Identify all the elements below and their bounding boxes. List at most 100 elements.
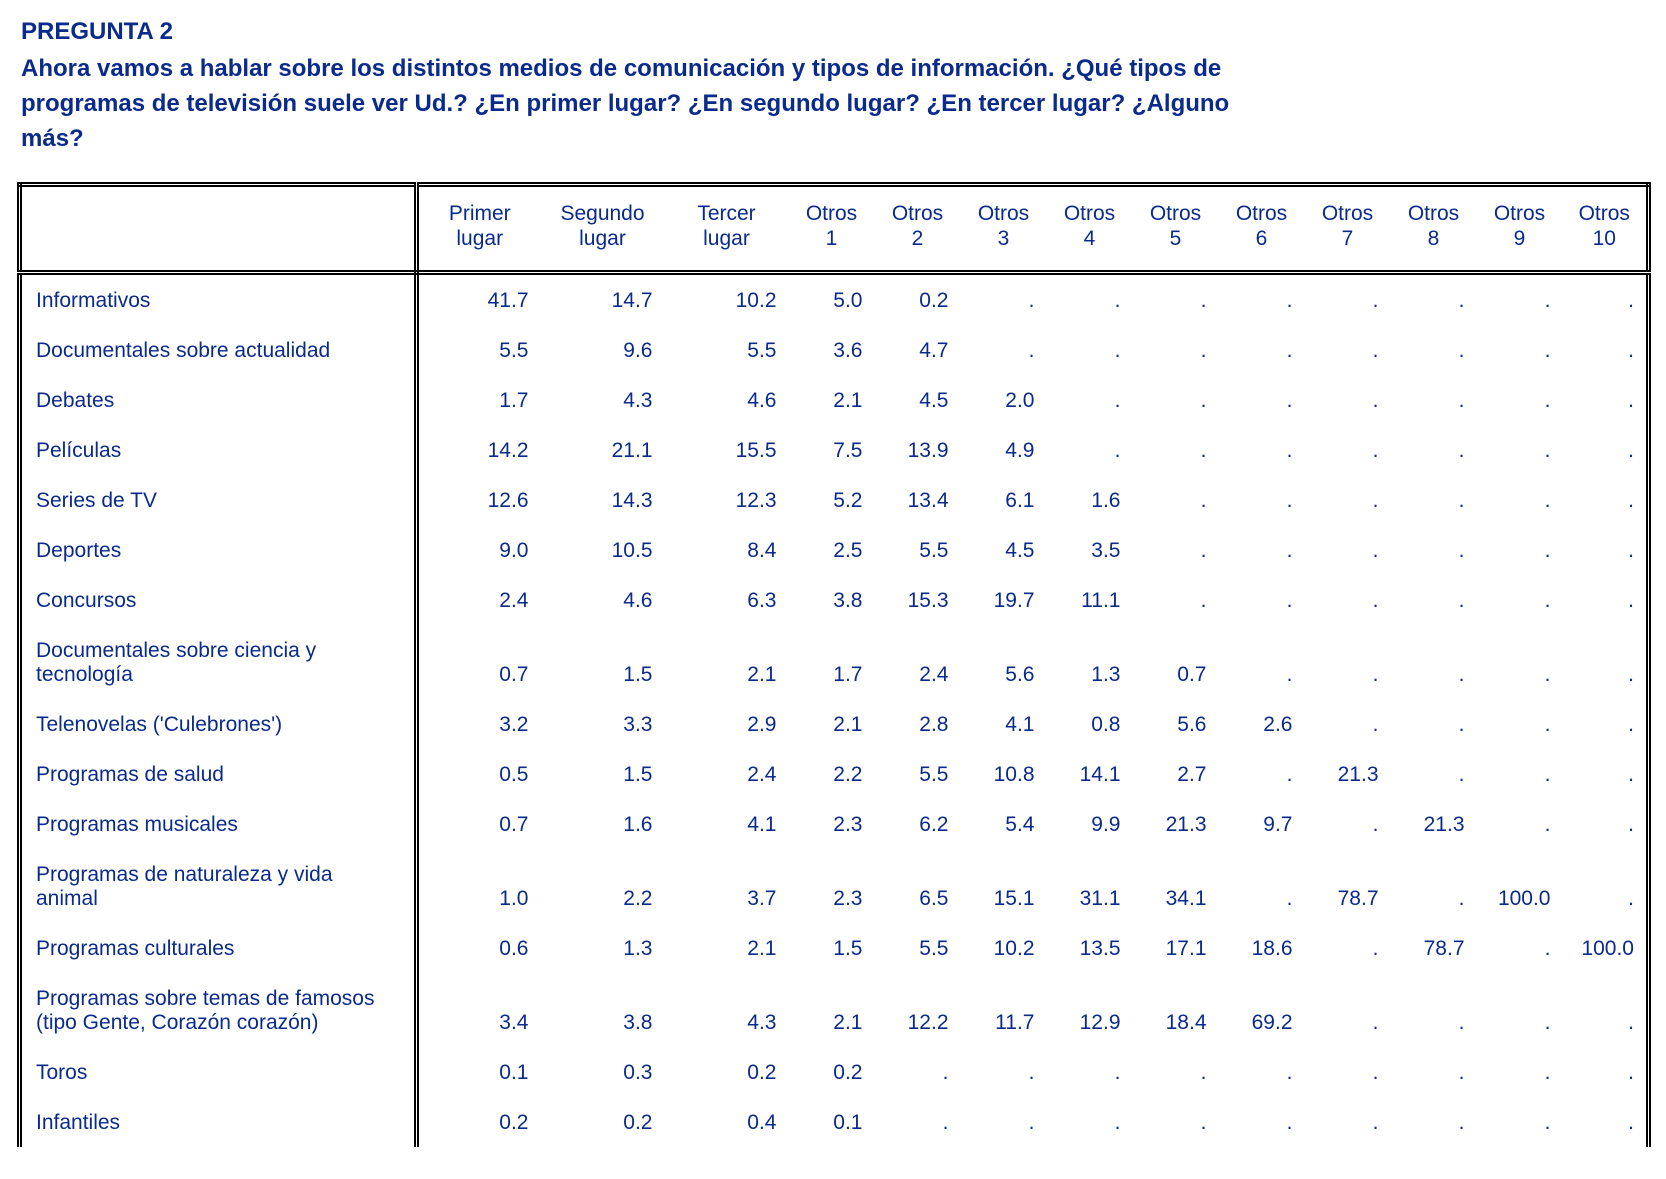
cell-value: .	[1544, 1111, 1551, 1134]
cell-value: .	[1200, 1061, 1207, 1084]
cell-value: .	[1628, 713, 1634, 736]
cell-value: 17.1	[1165, 937, 1207, 960]
column-header-line: Otros	[1407, 201, 1460, 225]
cell-value: 2.0	[1005, 389, 1035, 412]
cell-value: .	[942, 1111, 949, 1134]
column-header-line: Segundo	[560, 201, 645, 225]
cell-value: 0.2	[747, 1061, 777, 1084]
cell-value: .	[1200, 589, 1207, 612]
row-label: Concursos	[19, 575, 419, 625]
cell-value: .	[1200, 289, 1207, 312]
column-header-line: 9	[1513, 226, 1526, 250]
table-row: Programas culturales 0.6 1.3 2.1 1.5 5.5 10.2 1…	[19, 923, 1649, 973]
cell-value: 0.2	[623, 1111, 653, 1134]
cell-value: 3.8	[833, 589, 863, 612]
column-header-line: Otros	[805, 201, 858, 225]
column-header: Primer lugar	[416, 184, 541, 275]
column-header-line: 5	[1169, 226, 1182, 250]
cell-value: 12.2	[907, 1011, 949, 1034]
cell-value: 2.7	[1177, 763, 1207, 786]
column-header-line: lugar	[579, 226, 626, 250]
cell-value: .	[1372, 1061, 1379, 1084]
cell-value: .	[1544, 489, 1551, 512]
cell-value: 3.2	[499, 713, 529, 736]
cell-value: 0.6	[499, 937, 529, 960]
cell-value: .	[942, 1061, 949, 1084]
table-row: Documentales sobre ciencia y tecnología 0…	[19, 625, 1649, 699]
cell-value: 8.4	[747, 539, 777, 562]
cell-value: 2.1	[833, 389, 863, 412]
cell-value: .	[1628, 763, 1634, 786]
cell-value: .	[1028, 289, 1035, 312]
cell-value: 4.5	[919, 389, 949, 412]
cell-value: 5.5	[919, 539, 949, 562]
row-label: Toros	[19, 1047, 419, 1097]
question: Ahora vamos a hablar sobre los distintos…	[21, 55, 1230, 152]
corner-cell	[19, 184, 419, 275]
table-row: Series de TV 12.6 14.3 12.3 5.2 13.4 6.1 1.6...…	[19, 475, 1649, 525]
cell-value: .	[1544, 389, 1551, 412]
table-row: Toros 0.1 0.3 0.2 0.2.........	[19, 1047, 1649, 1097]
row-label: Series de TV	[19, 475, 419, 525]
cell-value: .	[1628, 887, 1634, 910]
column-header: Otros 10	[1562, 184, 1649, 275]
table-row: Deportes 9.0 10.5 8.4 2.5 5.5 4.5 3.5......	[19, 525, 1649, 575]
column-header: Otros 9	[1476, 184, 1563, 275]
cell-value: 11.1	[1081, 589, 1121, 612]
cell-value: .	[1544, 589, 1551, 612]
column-header-line: Otros	[1063, 201, 1116, 225]
cell-value: 1.3	[1091, 663, 1121, 686]
column-header-line: Otros	[977, 201, 1030, 225]
cell-value: 9.9	[1091, 813, 1121, 836]
row-label: Informativos	[19, 272, 419, 325]
cell-value: 1.5	[833, 937, 863, 960]
column-header: Segundo lugar	[540, 184, 665, 275]
cell-value: 15.1	[993, 887, 1035, 910]
column-header-line: 4	[1083, 226, 1096, 250]
cell-value: 15.5	[735, 439, 777, 462]
cell-value: .	[1372, 1011, 1379, 1034]
cell-value: 0.7	[499, 663, 529, 686]
cell-value: 69.2	[1251, 1011, 1293, 1034]
cell-value: 3.4	[499, 1011, 529, 1034]
column-header-line: Otros	[1578, 201, 1630, 225]
cell-value: 3.5	[1091, 539, 1121, 562]
cell-value: 1.6	[623, 813, 653, 836]
cell-value: 4.1	[747, 813, 777, 836]
cell-value: .	[1544, 1011, 1551, 1034]
cell-value: 2.1	[833, 713, 863, 736]
table-row: Programas de salud 0.5 1.5 2.4 2.2 5.5 10.8 14.…	[19, 749, 1649, 799]
row-label: Programas musicales	[19, 799, 419, 849]
cell-value: .	[1628, 389, 1634, 412]
cell-value: 1.0	[499, 887, 529, 910]
row-label: Programas de salud	[19, 749, 419, 799]
cell-value: .	[1458, 289, 1465, 312]
cell-value: 5.0	[833, 289, 863, 312]
cell-value: .	[1372, 589, 1379, 612]
cell-value: .	[1372, 1111, 1379, 1134]
cell-value: 5.5	[919, 763, 949, 786]
cell-value: 2.2	[623, 887, 653, 910]
table-row: Telenovelas ('Culebrones') 3.2 3.3 2.9 2.1 2.…	[19, 699, 1649, 749]
cell-value: 21.1	[611, 439, 653, 462]
cell-value: 18.4	[1165, 1011, 1207, 1034]
cell-value: .	[1544, 713, 1551, 736]
cell-value: .	[1200, 539, 1207, 562]
cell-value: 6.5	[919, 887, 949, 910]
cell-value: 9.0	[499, 539, 529, 562]
cell-value: 2.4	[747, 763, 777, 786]
cell-value: .	[1028, 339, 1035, 362]
cell-value: .	[1544, 663, 1551, 686]
cell-value: .	[1458, 439, 1465, 462]
cell-value: .	[1114, 389, 1121, 412]
cell-value: .	[1458, 389, 1465, 412]
cell-value: .	[1628, 663, 1634, 686]
cell-value: .	[1200, 1111, 1207, 1134]
column-header: Tercer lugar	[664, 184, 789, 275]
cell-value: .	[1458, 489, 1465, 512]
cell-value: 2.4	[919, 663, 949, 686]
column-header-line: 10	[1592, 226, 1616, 250]
cell-value: .	[1372, 389, 1379, 412]
cell-value: .	[1458, 1061, 1465, 1084]
